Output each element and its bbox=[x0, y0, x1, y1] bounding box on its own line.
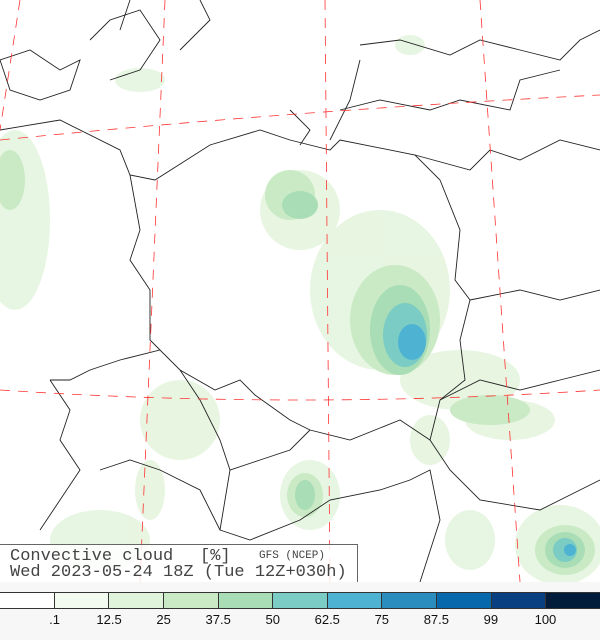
country-borders bbox=[0, 0, 600, 582]
legend-swatch bbox=[381, 593, 437, 608]
map-title-box: Convective cloud [%] GFS (NCEP) Wed 2023… bbox=[0, 544, 358, 582]
legend-label: 87.5 bbox=[423, 612, 450, 627]
legend-swatch bbox=[490, 593, 546, 608]
variable-title: Convective cloud bbox=[10, 547, 174, 566]
color-legend bbox=[0, 592, 600, 609]
legend-label: .1 bbox=[49, 612, 60, 627]
legend-label: 99 bbox=[483, 612, 499, 627]
legend-label: 62.5 bbox=[314, 612, 340, 627]
model-label: GFS (NCEP) bbox=[259, 550, 326, 562]
legend-swatch bbox=[162, 593, 218, 608]
valid-time-label: Wed 2023-05-24 18Z (Tue 12Z+030h) bbox=[10, 563, 347, 582]
legend-label: 75 bbox=[374, 612, 390, 627]
legend-label: 25 bbox=[156, 612, 171, 627]
legend-label: 100 bbox=[534, 612, 557, 627]
legend-label: 12.5 bbox=[96, 612, 122, 627]
legend-swatch bbox=[436, 593, 491, 608]
unit-label: [%] bbox=[200, 547, 231, 566]
legend-swatch bbox=[326, 593, 382, 608]
legend-swatch bbox=[108, 593, 163, 608]
legend-swatch bbox=[545, 593, 600, 608]
legend-swatch bbox=[0, 593, 54, 608]
legend-swatch bbox=[272, 593, 327, 608]
convective-cloud-field bbox=[0, 35, 600, 582]
legend-label: 50 bbox=[265, 612, 280, 627]
legend-label: 37.5 bbox=[205, 612, 231, 627]
map-canvas bbox=[0, 0, 600, 582]
legend-swatch bbox=[53, 593, 109, 608]
graticule bbox=[0, 0, 600, 582]
legend-swatch bbox=[217, 593, 273, 608]
